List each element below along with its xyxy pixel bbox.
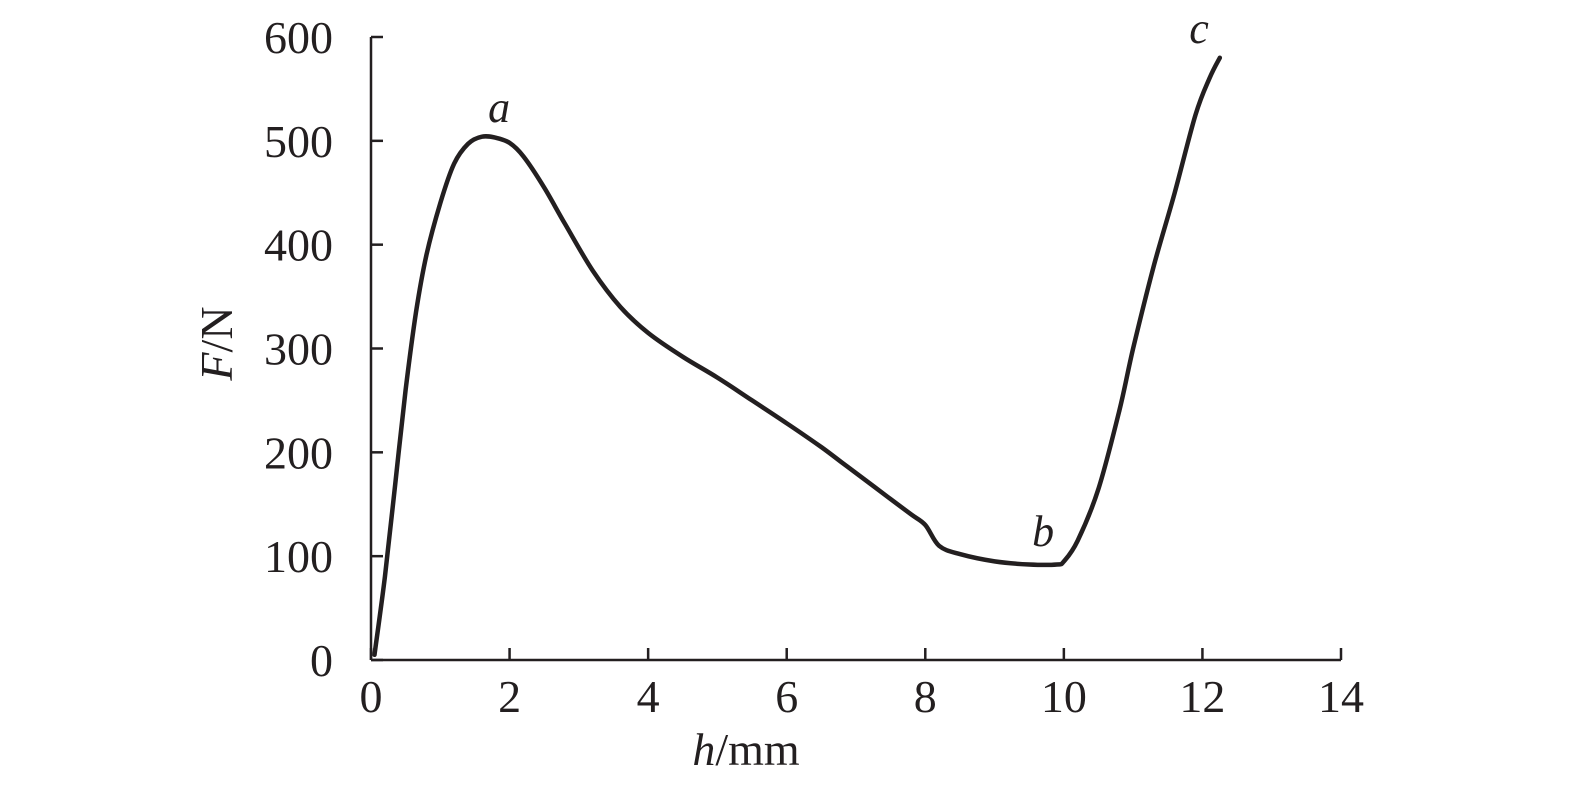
axes: [369, 37, 1341, 662]
x-ticks: 0 2 4 6 8 10 12 14: [360, 648, 1364, 722]
y-tick-label: 400: [264, 220, 333, 271]
y-axis-title-italic: F: [191, 352, 242, 382]
y-tick-label: 100: [264, 531, 333, 582]
y-tick-label: 600: [264, 12, 333, 63]
x-axis-title-italic: h: [692, 724, 715, 775]
x-tick-label: 4: [637, 671, 660, 722]
y-tick-label: 300: [264, 324, 333, 375]
annotations: a b c: [488, 4, 1209, 556]
x-tick-label: 14: [1318, 671, 1364, 722]
x-axis-title: h/mm: [692, 724, 800, 775]
x-tick-label: 6: [775, 671, 798, 722]
point-label-c: c: [1189, 4, 1209, 53]
x-tick-label: 10: [1041, 671, 1087, 722]
x-axis-title-unit: /mm: [715, 724, 800, 775]
x-tick-label: 2: [498, 671, 521, 722]
force-curve-line: [372, 55, 1223, 658]
series-group: [372, 55, 1223, 658]
point-label-b: b: [1032, 507, 1054, 556]
y-ticks: 0 100 200 300 400 500 600: [264, 12, 383, 686]
y-tick-label: 500: [264, 116, 333, 167]
x-tick-label: 12: [1179, 671, 1225, 722]
y-tick-label: 0: [310, 635, 333, 686]
y-tick-label: 200: [264, 427, 333, 478]
point-label-a: a: [488, 83, 510, 132]
x-tick-label: 8: [914, 671, 937, 722]
x-tick-label: 0: [360, 671, 383, 722]
y-axis-title-unit: /N: [191, 306, 242, 352]
y-axis-title: F/N: [191, 306, 242, 381]
